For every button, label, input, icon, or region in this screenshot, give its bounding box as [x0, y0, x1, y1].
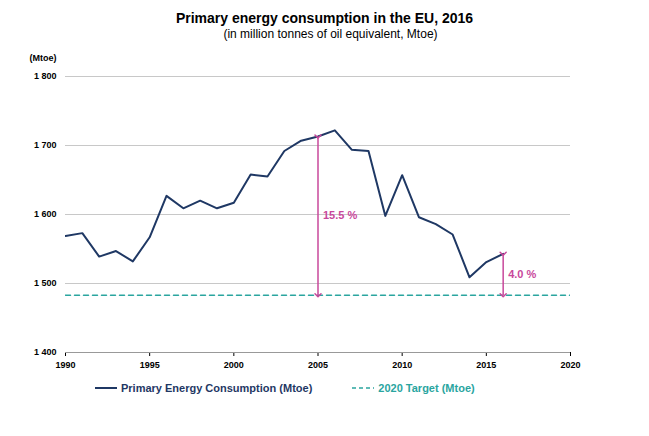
svg-text:1990: 1990 [55, 360, 75, 370]
svg-text:1 400: 1 400 [34, 347, 57, 357]
svg-text:1 700: 1 700 [34, 140, 57, 150]
svg-text:4.0 %: 4.0 % [508, 268, 536, 280]
svg-text:1 600: 1 600 [34, 209, 57, 219]
html-text:2020 Target (Mtoe): 2020 Target (Mtoe) [378, 382, 475, 394]
svg-text:2015: 2015 [476, 360, 496, 370]
html-text:Primary energy consumption in: Primary energy consumption in the EU, 20… [175, 10, 474, 26]
svg-text:1 800: 1 800 [34, 71, 57, 81]
svg-text:2010: 2010 [392, 360, 412, 370]
svg-text:2000: 2000 [224, 360, 244, 370]
svg-text:15.5 %: 15.5 % [323, 209, 357, 221]
html-text:(in million tonnes of oil equi: (in million tonnes of oil equivalent, Mt… [223, 27, 438, 41]
html-text:Primary Energy Consumption (Mt: Primary Energy Consumption (Mtoe) [121, 382, 313, 394]
svg-text:1 500: 1 500 [34, 278, 57, 288]
svg-text:2005: 2005 [308, 360, 328, 370]
svg-text:1995: 1995 [140, 360, 160, 370]
svg-text:(Mtoe): (Mtoe) [30, 53, 57, 63]
svg-text:2020: 2020 [560, 360, 580, 370]
